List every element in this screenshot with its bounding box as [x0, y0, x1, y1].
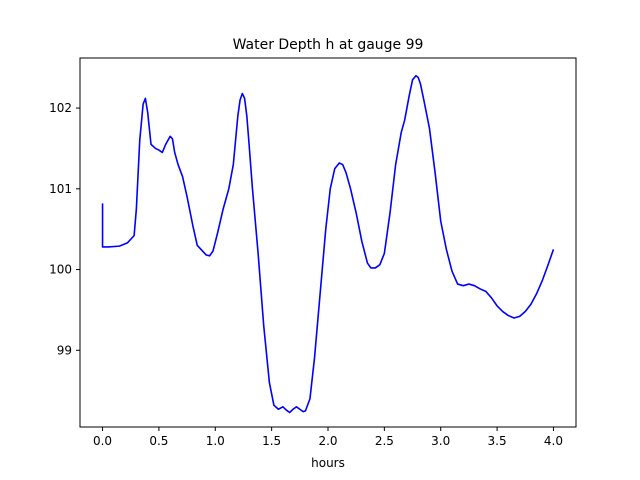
- plot-area: [101, 74, 555, 414]
- x-tick-label: 1.0: [206, 434, 225, 448]
- x-axis-label: hours: [311, 456, 345, 470]
- y-tick-label: 101: [49, 182, 72, 196]
- x-tick-label: 2.5: [375, 434, 394, 448]
- y-tick-label: 102: [49, 101, 72, 115]
- series-line-0: [101, 74, 555, 414]
- axes-frame: [79, 57, 577, 428]
- x-tick-label: 3.0: [431, 434, 450, 448]
- chart-title: Water Depth h at gauge 99: [233, 37, 424, 53]
- x-tick-label: 1.5: [262, 434, 281, 448]
- x-tick-label: 4.0: [544, 434, 563, 448]
- y-axis-ticks: 99 100 101 102: [49, 101, 80, 357]
- y-tick-label: 99: [57, 343, 72, 357]
- x-tick-label: 0.5: [149, 434, 168, 448]
- x-axis-ticks: 0.0 0.5 1.0 1.5 2.0 2.5 3.0 3.5 4.0: [93, 427, 563, 448]
- x-tick-label: 2.0: [318, 434, 337, 448]
- x-tick-label: 3.5: [488, 434, 507, 448]
- y-tick-label: 100: [49, 263, 72, 277]
- x-tick-label: 0.0: [93, 434, 112, 448]
